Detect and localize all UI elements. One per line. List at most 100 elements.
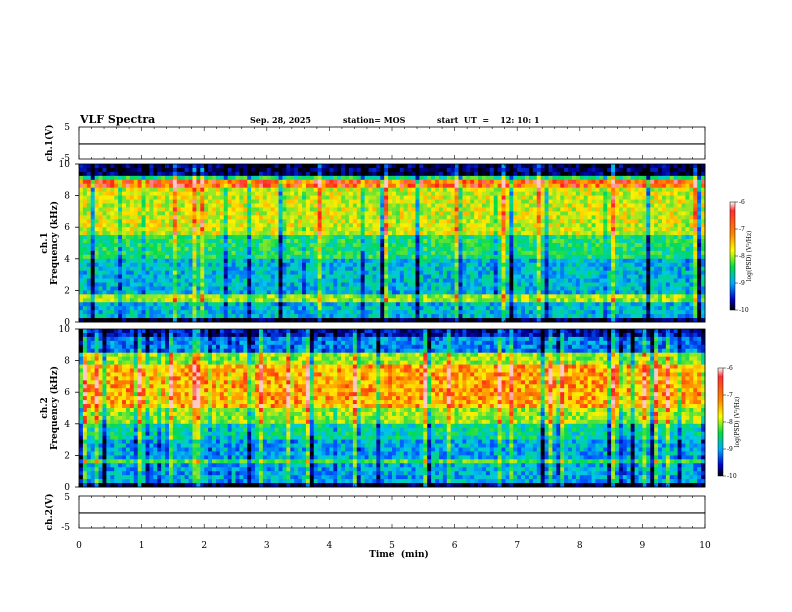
ch1-spectrogram-cell (646, 274, 651, 279)
ch1-spectrogram-cell (118, 207, 123, 212)
ch1-spectrogram-cell (212, 167, 217, 173)
ch1-spectrogram-cell (501, 254, 506, 260)
ch1-spectrogram-cell (219, 266, 225, 272)
ch1-spectrogram-cell (470, 191, 475, 196)
ch1-spectrogram-cell (243, 187, 248, 193)
ch1-spectrogram-cell (603, 243, 608, 248)
ch1-spectrogram-cell (607, 239, 612, 244)
ch1-spectrogram-cell (701, 246, 706, 252)
ch1-spectrogram-cell (646, 250, 651, 256)
ch1-spectrogram-cell (219, 203, 225, 208)
ch1-spectrogram-cell (180, 286, 186, 291)
ch1-spectrogram-cell (352, 250, 358, 256)
ch1-spectrogram-cell (681, 183, 686, 189)
ch1-spectrogram-cell (251, 239, 256, 244)
ch1-spectrogram-cell (513, 215, 518, 220)
ch1-spectrogram-cell (419, 167, 424, 173)
ch1-spectrogram-cell (251, 187, 256, 193)
ch1-spectrogram-cell (345, 183, 350, 189)
ch1-spectrogram-cell (513, 266, 518, 272)
ch1-spectrogram-cell (380, 203, 385, 208)
ch1-spectrogram-cell (333, 207, 338, 212)
ch1-spectrogram-cell (118, 270, 123, 275)
ch1-spectrogram-cell (478, 282, 483, 287)
ch1-spectrogram-cell (603, 191, 608, 196)
ch1-spectrogram-cell (118, 266, 123, 272)
ch1-spectrogram-cell (611, 187, 616, 193)
ch1-spectrogram-cell (368, 175, 373, 181)
ch1-spectrogram-cell (251, 211, 256, 216)
ch1-spectrogram-cell (673, 164, 679, 169)
ch1-spectrogram-cell (309, 219, 315, 224)
ch1-spectrogram-cell (208, 270, 213, 275)
ch1-spectrogram-cell (669, 246, 675, 252)
ch1-spectrogram-cell (110, 266, 115, 272)
ch1-spectrogram-cell (125, 219, 131, 224)
ch1-spectrogram-cell (497, 191, 502, 196)
ch1-spectrogram-cell (579, 266, 585, 272)
ch1-spectrogram-cell (172, 250, 178, 256)
ch1-spectrogram-cell (438, 175, 444, 181)
ch1-spectrogram-cell (693, 274, 698, 279)
ch1-spectrogram-cell (583, 246, 589, 252)
ch1-spectrogram-cell (689, 195, 694, 200)
ch1-spectrogram-cell (133, 254, 139, 260)
ch1-spectrogram-cell (258, 207, 264, 212)
ch1-spectrogram-cell (294, 164, 299, 169)
ch1-spectrogram-cell (192, 246, 197, 252)
ch1-spectrogram-cell (258, 219, 264, 224)
ch1-spectrogram-cell (673, 274, 679, 279)
ch1-spectrogram-cell (575, 239, 581, 244)
ch1-spectrogram-cell (501, 175, 506, 181)
ch1-spectrogram-cell (333, 258, 338, 264)
ch1-spectrogram-cell (274, 219, 279, 224)
ch1-spectrogram-cell (564, 231, 569, 236)
ch1-spectrogram-cell (227, 266, 232, 272)
ch1-spectrogram-cell (145, 171, 150, 177)
ch1-spectrogram-cell (407, 183, 412, 189)
ch1-spectrogram-cell (86, 199, 92, 204)
ch1-spectrogram-cell (388, 171, 393, 177)
ch1-spectrogram-cell (669, 199, 675, 204)
ch1-spectrogram-cell (247, 223, 252, 228)
ch1-spectrogram-cell (118, 282, 123, 287)
ch1-spectrogram-cell (458, 227, 463, 232)
ch1-spectrogram-cell (591, 282, 596, 287)
ch1-spectrogram-cell (337, 239, 342, 244)
ch1-spectrogram-cell (94, 167, 99, 173)
ch1-spectrogram-cell (626, 203, 632, 208)
ch1-spectrogram-cell (505, 179, 510, 185)
ch1-spectrogram-cell (462, 183, 467, 189)
ch1-spectrogram-cell (133, 274, 139, 279)
ch1-spectrogram-cell (356, 239, 362, 244)
ch1-spectrogram-cell (251, 179, 256, 185)
ch1-spectrogram-cell (348, 207, 354, 212)
ch1-ytick-bottom: -5 (61, 154, 70, 164)
ch1-spectrogram-cell (255, 191, 260, 196)
ch1-spectrogram-cell (157, 231, 162, 236)
ch1-spectrogram-cell (497, 179, 502, 185)
ch1-spectrogram-cell (282, 282, 287, 287)
ch1-spectrogram-cell (231, 164, 236, 169)
ch1-spectrogram-cell (333, 243, 338, 248)
ch1-spectrogram-cell (568, 191, 573, 196)
ch1-spectrogram-cell (654, 243, 659, 248)
ch1-spectrogram-cell (145, 270, 150, 275)
ch1-spectrogram-cell (247, 258, 252, 264)
ch1-spectrogram-cell (525, 164, 530, 169)
ch1-spectrogram-cell (176, 215, 182, 220)
ch1-spectrogram-cell (270, 278, 276, 283)
ch1-spectrogram-cell (395, 164, 401, 169)
ch1-spectrogram-cell (489, 282, 495, 287)
ch1-spectrogram-cell (333, 187, 338, 193)
ch1-spectrogram-cell (497, 278, 502, 283)
ch1-spectrogram-cell (407, 167, 412, 173)
ch1-spectrogram-cell (305, 266, 311, 272)
ch1-spectrogram-cell (372, 243, 377, 248)
ch1-spectrogram-cell (286, 239, 291, 244)
ch1-spectrogram-cell (611, 167, 616, 173)
ch1-spectrogram-cell (681, 215, 686, 220)
ch1-spectrogram-cell (677, 183, 682, 189)
ch1-spectrogram-cell (701, 203, 706, 208)
ch1-spectrogram-cell (82, 246, 88, 252)
